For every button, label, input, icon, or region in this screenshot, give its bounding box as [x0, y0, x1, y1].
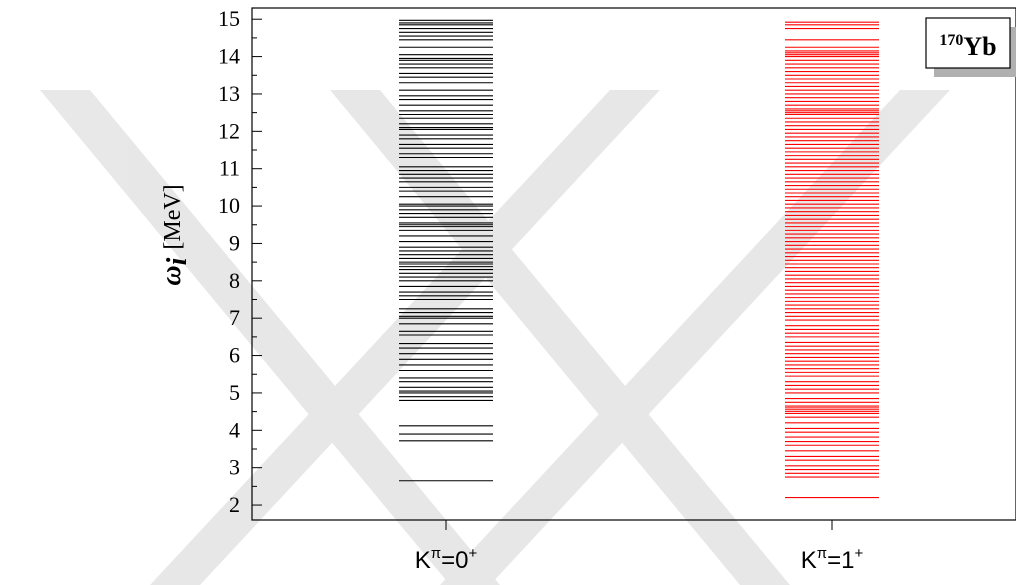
y-axis-label: ωi[MeV] — [156, 184, 193, 285]
y-tick-label: 10 — [218, 193, 240, 218]
y-tick-label: 2 — [229, 492, 240, 517]
y-axis: 2 3 4 5 6 7 8 9 10 11 12 13 14 15 — [218, 6, 262, 517]
plot-frame — [251, 7, 1016, 521]
nucleus-label: 170Yb — [939, 32, 996, 61]
y-tick-label: 12 — [218, 118, 240, 143]
y-tick-label: 15 — [218, 6, 240, 31]
y-tick-label: 5 — [229, 380, 240, 405]
nucleus-label-box: 170Yb — [925, 17, 1016, 77]
y-tick-label: 9 — [229, 230, 240, 255]
category-label: Kπ=0+ — [415, 545, 478, 574]
y-tick-label: 7 — [229, 305, 240, 330]
y-tick-label: 3 — [229, 455, 240, 480]
y-axis-label-text: ωi[MeV] — [156, 184, 193, 285]
category-label: Kπ=1+ — [801, 545, 864, 574]
y-tick-label: 4 — [229, 417, 240, 442]
y-tick-label: 14 — [218, 44, 240, 69]
y-tick-label: 13 — [218, 81, 240, 106]
y-tick-label: 8 — [229, 268, 240, 293]
y-tick-label: 11 — [219, 156, 240, 181]
level-lines — [399, 19, 879, 499]
y-tick-label: 6 — [229, 343, 240, 368]
watermark-logo — [40, 90, 950, 585]
x-axis: Kπ=0+ Kπ=1+ — [415, 520, 864, 574]
